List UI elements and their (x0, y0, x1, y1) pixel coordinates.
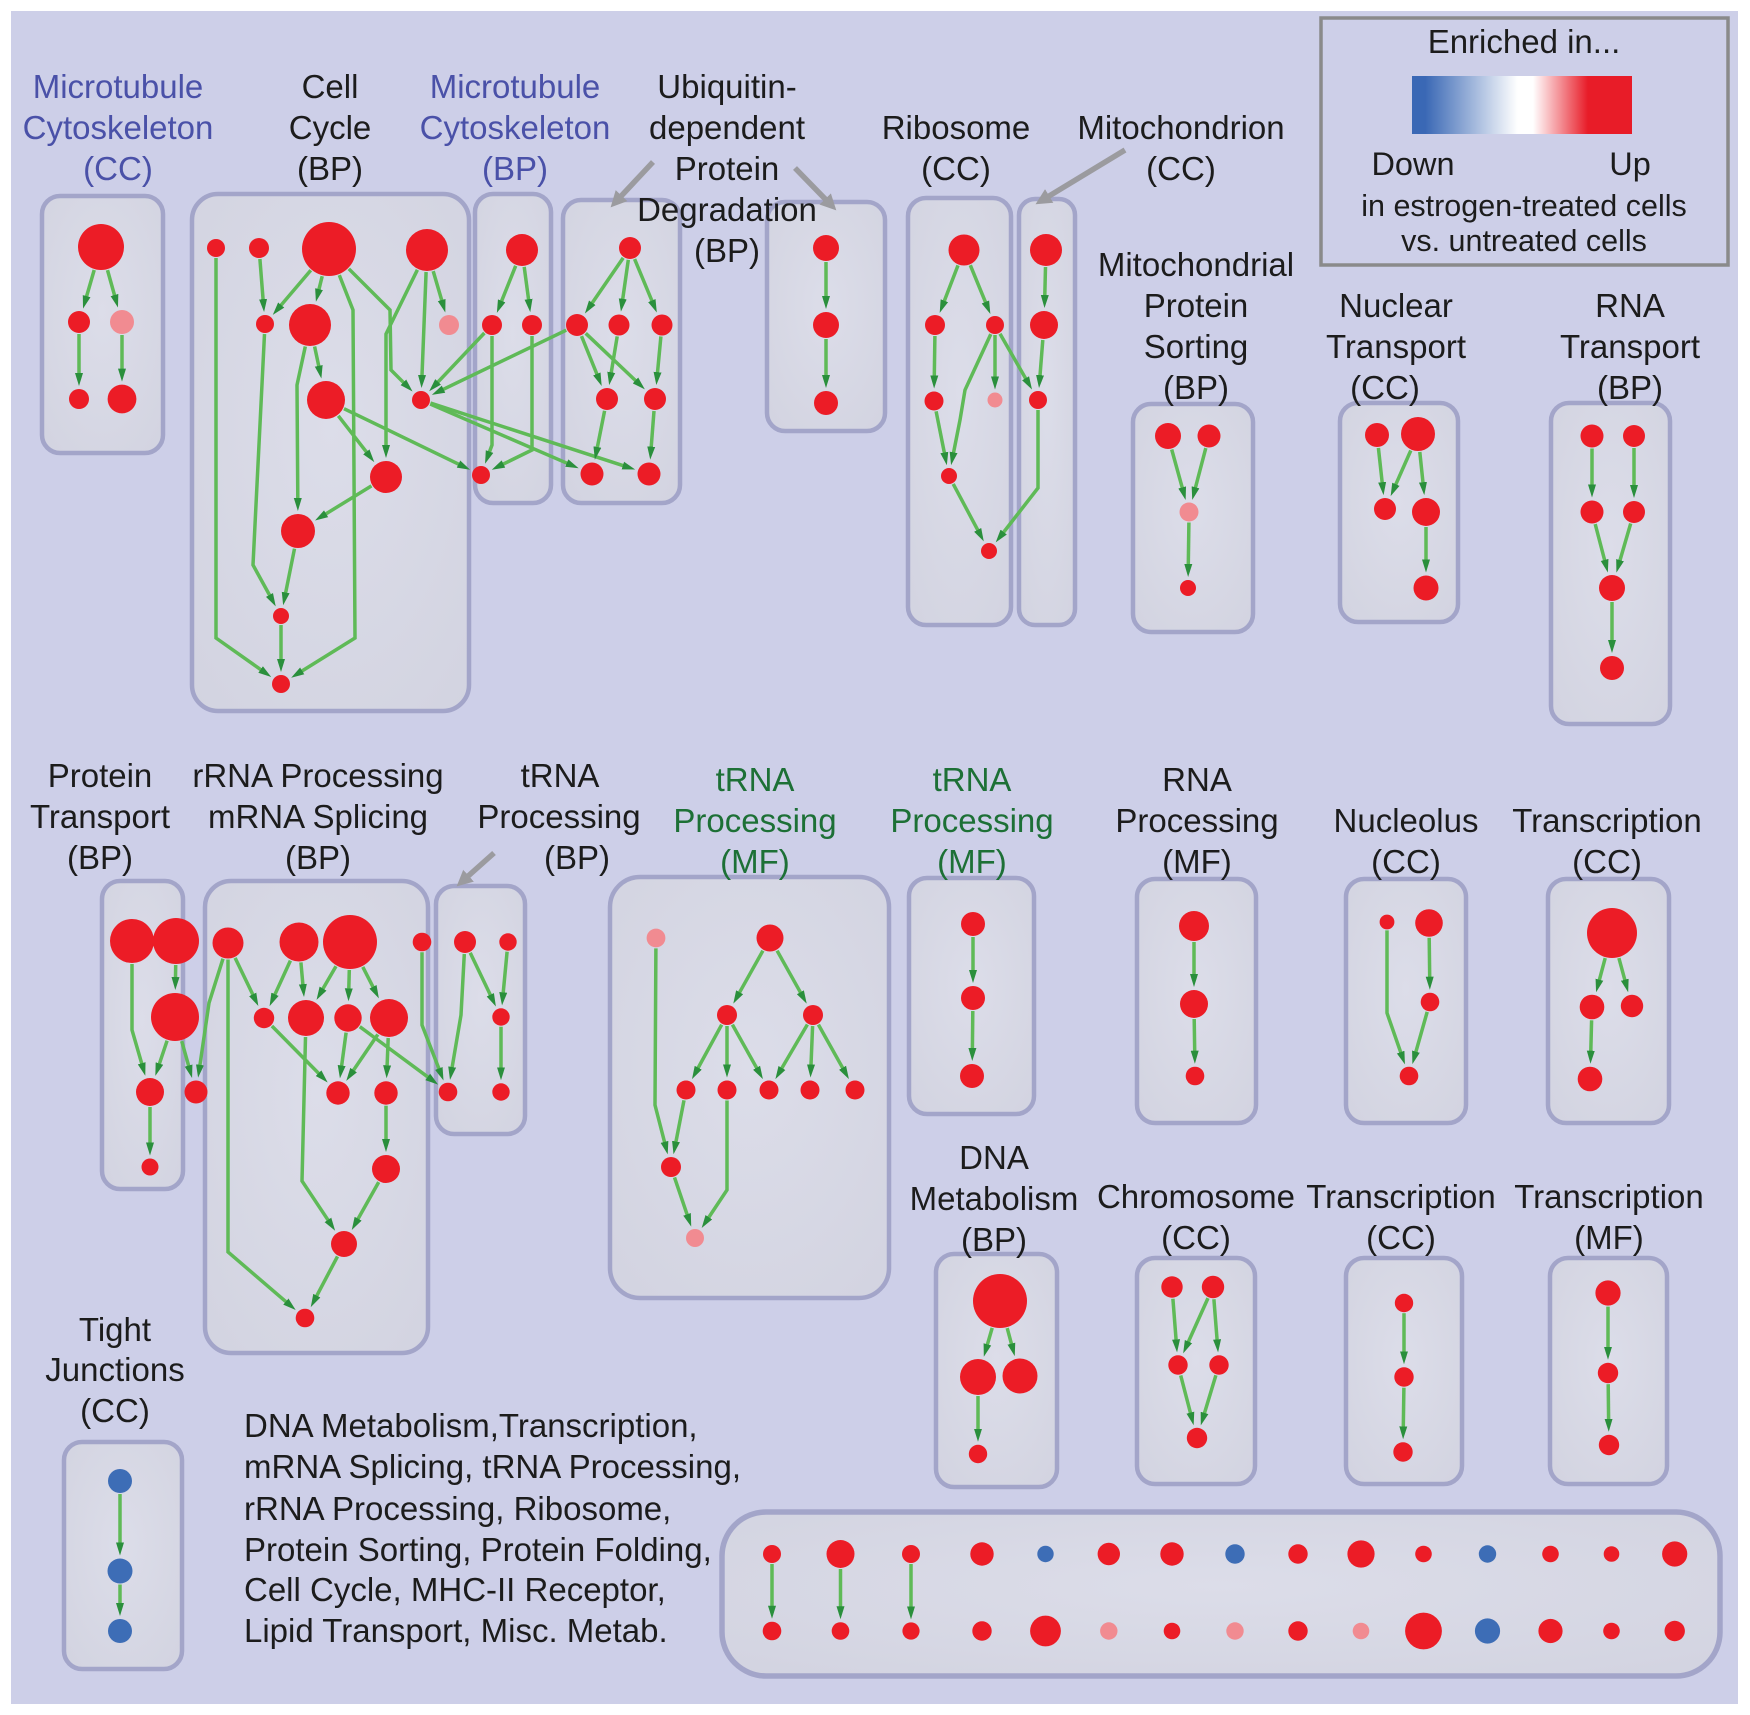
svg-text:Microtubule: Microtubule (430, 68, 601, 105)
svg-text:Nucleolus: Nucleolus (1334, 802, 1479, 839)
svg-text:Processing: Processing (890, 802, 1053, 839)
svg-text:rRNA Processing: rRNA Processing (192, 757, 443, 794)
svg-text:Nuclear: Nuclear (1339, 287, 1453, 324)
svg-text:tRNA: tRNA (716, 761, 795, 798)
svg-text:Protein: Protein (1144, 287, 1249, 324)
svg-text:Protein: Protein (675, 150, 780, 187)
svg-text:(BP): (BP) (1163, 369, 1229, 406)
svg-text:DNA: DNA (959, 1139, 1029, 1176)
svg-text:dependent: dependent (649, 109, 805, 146)
svg-text:(CC): (CC) (1572, 843, 1642, 880)
svg-text:Cycle: Cycle (289, 109, 372, 146)
svg-text:tRNA: tRNA (521, 757, 600, 794)
svg-text:(CC): (CC) (1161, 1219, 1231, 1256)
svg-text:Tight: Tight (79, 1311, 151, 1348)
svg-text:Degradation: Degradation (637, 191, 817, 228)
svg-text:Ubiquitin-: Ubiquitin- (657, 68, 796, 105)
svg-text:(MF): (MF) (937, 843, 1007, 880)
svg-text:Protein Sorting, Protein Foldi: Protein Sorting, Protein Folding, (244, 1531, 712, 1568)
svg-text:(BP): (BP) (544, 839, 610, 876)
svg-text:(CC): (CC) (80, 1392, 150, 1429)
svg-text:(MF): (MF) (720, 843, 790, 880)
svg-text:Cytoskeleton: Cytoskeleton (23, 109, 214, 146)
svg-text:Transport: Transport (30, 798, 170, 835)
svg-text:RNA: RNA (1595, 287, 1665, 324)
svg-text:Transport: Transport (1326, 328, 1466, 365)
svg-text:Sorting: Sorting (1144, 328, 1249, 365)
svg-text:Ribosome: Ribosome (882, 109, 1031, 146)
svg-text:(BP): (BP) (297, 150, 363, 187)
svg-text:DNA Metabolism,Transcription,: DNA Metabolism,Transcription, (244, 1407, 698, 1444)
svg-text:(BP): (BP) (694, 232, 760, 269)
svg-text:(MF): (MF) (1162, 843, 1232, 880)
svg-text:rRNA Processing, Ribosome,: rRNA Processing, Ribosome, (244, 1490, 671, 1527)
svg-text:(CC): (CC) (1146, 150, 1216, 187)
svg-text:(MF): (MF) (1574, 1219, 1644, 1256)
svg-text:Protein: Protein (48, 757, 153, 794)
svg-text:tRNA: tRNA (933, 761, 1012, 798)
svg-text:Cytoskeleton: Cytoskeleton (420, 109, 611, 146)
svg-text:Cell Cycle, MHC-II Receptor,: Cell Cycle, MHC-II Receptor, (244, 1571, 666, 1608)
svg-text:Processing: Processing (673, 802, 836, 839)
svg-text:Transcription: Transcription (1512, 802, 1702, 839)
svg-text:mRNA Splicing, tRNA Processing: mRNA Splicing, tRNA Processing, (244, 1448, 741, 1485)
svg-text:RNA: RNA (1162, 761, 1232, 798)
svg-text:vs. untreated cells: vs. untreated cells (1401, 224, 1647, 258)
svg-text:Transcription: Transcription (1514, 1178, 1704, 1215)
svg-text:(CC): (CC) (1366, 1219, 1436, 1256)
svg-text:Transcription: Transcription (1306, 1178, 1496, 1215)
svg-text:(CC): (CC) (921, 150, 991, 187)
svg-text:Lipid Transport, Misc. Metab.: Lipid Transport, Misc. Metab. (244, 1612, 668, 1649)
svg-text:Junctions: Junctions (45, 1351, 184, 1388)
svg-text:Mitochondrion: Mitochondrion (1077, 109, 1284, 146)
svg-text:Processing: Processing (1115, 802, 1278, 839)
svg-text:in estrogen-treated cells: in estrogen-treated cells (1361, 189, 1687, 223)
svg-text:Mitochondrial: Mitochondrial (1098, 246, 1294, 283)
svg-text:Cell: Cell (302, 68, 359, 105)
svg-text:(CC): (CC) (1371, 843, 1441, 880)
svg-text:(CC): (CC) (83, 150, 153, 187)
svg-text:Chromosome: Chromosome (1097, 1178, 1295, 1215)
svg-text:(BP): (BP) (961, 1221, 1027, 1258)
svg-text:Metabolism: Metabolism (910, 1180, 1079, 1217)
svg-text:mRNA Splicing: mRNA Splicing (208, 798, 428, 835)
svg-text:Down: Down (1371, 146, 1454, 182)
svg-text:(BP): (BP) (67, 839, 133, 876)
svg-text:(CC): (CC) (1350, 369, 1420, 406)
svg-text:Transport: Transport (1560, 328, 1700, 365)
svg-text:Microtubule: Microtubule (33, 68, 204, 105)
svg-text:Enriched in...: Enriched in... (1428, 23, 1621, 60)
svg-text:Processing: Processing (477, 798, 640, 835)
svg-text:Up: Up (1609, 146, 1651, 182)
svg-text:(BP): (BP) (482, 150, 548, 187)
svg-text:(BP): (BP) (1597, 369, 1663, 406)
svg-text:(BP): (BP) (285, 839, 351, 876)
